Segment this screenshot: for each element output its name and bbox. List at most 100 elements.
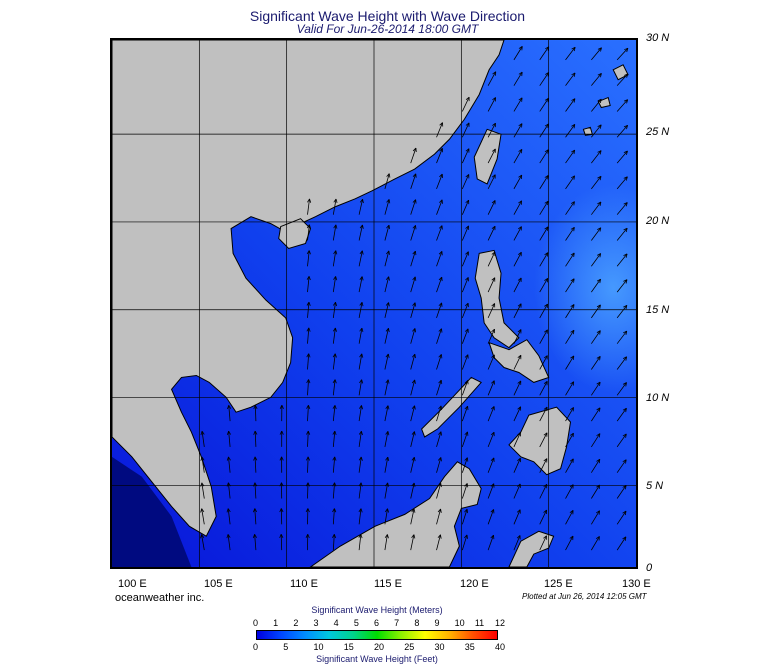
wave-arrow <box>358 327 363 344</box>
wave-arrow-head <box>573 124 576 129</box>
meters-tick: 10 <box>454 618 465 628</box>
wave-arrow-head <box>492 122 496 126</box>
wave-arrow-head <box>491 303 495 307</box>
wave-arrow <box>591 484 601 499</box>
wave-arrow <box>410 147 417 164</box>
wave-arrow <box>616 150 628 164</box>
wave-arrow <box>616 510 627 525</box>
wave-arrow <box>539 226 549 241</box>
wave-arrow-head <box>517 251 522 255</box>
wave-arrow <box>461 225 469 241</box>
wave-arrow-head <box>388 225 391 230</box>
wave-arrow <box>513 535 521 551</box>
wave-arrow-head <box>464 483 468 487</box>
wave-arrow <box>591 124 602 138</box>
wave-arrow <box>384 482 389 499</box>
wave-arrow-head <box>332 534 335 538</box>
wave-arrow <box>616 279 628 293</box>
wave-arrow-head <box>465 251 469 255</box>
wave-arrow-head <box>413 482 416 487</box>
wave-arrow <box>487 71 497 86</box>
wave-arrow-head <box>335 198 338 203</box>
wave-arrow-head <box>438 328 442 332</box>
wave-arrow-head <box>624 47 629 51</box>
lon-label-105e: 105 E <box>204 578 233 590</box>
credit-text: oceanweather inc. <box>115 592 205 604</box>
wave-arrow-head <box>543 509 547 513</box>
wave-arrow <box>410 225 416 241</box>
wave-arrow-head <box>334 327 337 332</box>
wave-arrow-head <box>306 224 310 229</box>
wave-arrow <box>332 302 336 318</box>
wave-arrow-head <box>465 225 469 229</box>
wave-arrow-head <box>625 408 627 413</box>
wave-arrow <box>487 432 495 448</box>
wave-arrow-head <box>571 72 576 76</box>
wave-arrow <box>410 405 415 422</box>
wave-arrow-head <box>545 72 549 75</box>
wave-arrow-head <box>492 71 496 75</box>
wave-arrow <box>565 124 576 138</box>
wave-arrow-head <box>308 224 311 229</box>
wave-arrow-head <box>596 304 601 308</box>
wave-arrow-head <box>440 508 442 513</box>
wave-arrow <box>410 276 416 293</box>
wave-arrow <box>384 405 389 422</box>
wave-arrow <box>487 509 495 525</box>
wave-arrow <box>410 354 416 370</box>
lon-label-100e: 100 E <box>118 578 147 590</box>
wave-arrow <box>487 251 496 267</box>
wave-arrow <box>616 433 627 448</box>
wave-arrow-head <box>281 405 284 410</box>
wave-arrow-head <box>227 508 231 513</box>
meters-tick: 0 <box>253 618 259 628</box>
wave-arrow-head <box>335 302 338 307</box>
wave-arrow-head <box>547 123 549 128</box>
wave-arrow-head <box>413 457 416 462</box>
wave-arrow <box>358 456 362 473</box>
wave-arrow-head <box>569 458 574 462</box>
wave-arrow-head <box>307 430 311 435</box>
wave-arrow <box>254 508 257 525</box>
wave-arrow-head <box>334 482 337 487</box>
wave-arrow-head <box>599 201 602 206</box>
wave-arrow-head <box>518 71 523 75</box>
wave-arrow-head <box>308 353 311 358</box>
wave-arrow-head <box>596 278 601 282</box>
wave-arrow <box>384 457 389 473</box>
wave-arrow-head <box>305 482 309 487</box>
wave-arrow-head <box>543 535 547 539</box>
wave-arrow-head <box>622 407 627 411</box>
wave-arrow <box>307 405 309 422</box>
wave-arrow <box>539 355 548 370</box>
wave-arrow <box>254 431 257 447</box>
wave-arrow-head <box>254 430 258 435</box>
wave-arrow-head <box>439 122 443 126</box>
wave-arrow-head <box>334 379 337 384</box>
wave-arrow-head <box>544 200 549 204</box>
wave-arrow <box>307 353 310 370</box>
wave-arrow-head <box>438 379 442 384</box>
wave-arrow-head <box>333 301 336 306</box>
wave-arrow-head <box>547 149 549 154</box>
mindanao-island <box>508 406 572 476</box>
lon-label-110e: 110 E <box>290 578 318 590</box>
wave-arrow-head <box>279 482 282 487</box>
wave-arrow-head <box>411 457 415 461</box>
wave-arrow <box>539 200 549 215</box>
wave-arrow-head <box>623 227 628 231</box>
wave-arrow-head <box>439 173 443 178</box>
wave-arrow-head <box>599 124 602 129</box>
wave-arrow-head <box>360 456 363 461</box>
wave-arrow-head <box>544 123 549 127</box>
wave-arrow-head <box>596 484 600 488</box>
meters-tick: 2 <box>293 618 299 628</box>
wave-height-map <box>110 38 638 569</box>
wave-arrow-head <box>517 457 521 462</box>
wave-arrow-head <box>626 125 628 130</box>
wave-arrow-head <box>281 430 284 435</box>
wave-arrow-head <box>544 149 549 153</box>
wave-arrow-head <box>570 329 575 333</box>
wave-arrow <box>565 304 575 319</box>
wave-arrow-head <box>438 302 442 306</box>
